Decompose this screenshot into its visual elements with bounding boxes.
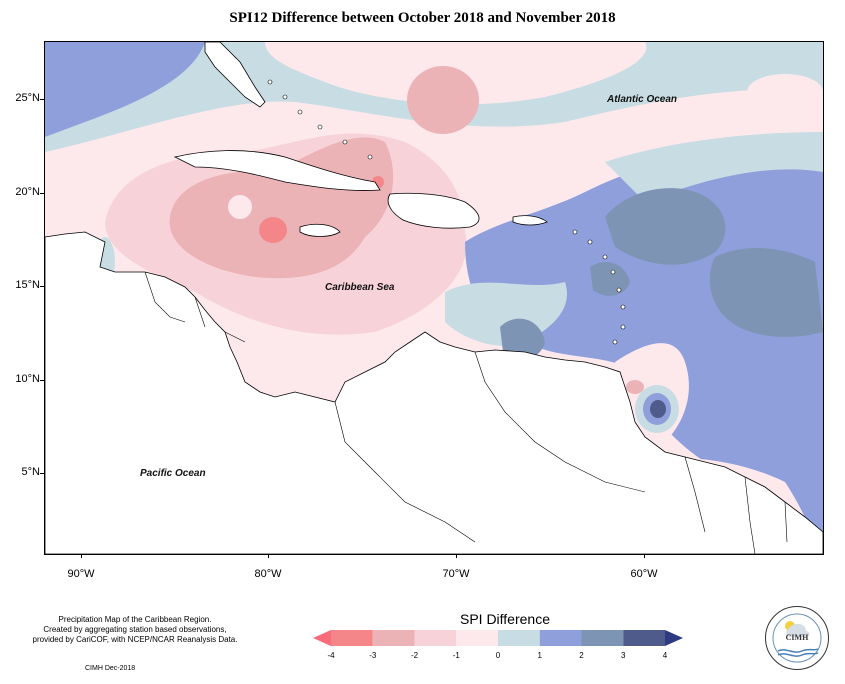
nw-blue-region [45, 42, 205, 137]
cuba [173, 150, 381, 191]
island-8 [612, 339, 618, 345]
legend-swatch [456, 630, 498, 646]
legend-tick-label: -1 [452, 651, 460, 660]
island-5 [616, 287, 622, 293]
map-title: SPI12 Difference between October 2018 an… [229, 10, 616, 26]
legend-tick-label: -4 [327, 651, 335, 660]
legend-title: SPI Difference [459, 611, 550, 627]
north-red-blob [407, 66, 479, 134]
mainland [45, 231, 823, 554]
legend-swatch [414, 630, 457, 646]
lon-tick-mark [81, 554, 82, 558]
jamaica [299, 223, 341, 237]
lon-tick-80: 80°W [254, 568, 282, 580]
slate-patch-2 [709, 247, 823, 337]
bahamas-2 [282, 94, 288, 100]
island-2 [587, 239, 593, 245]
lat-tick-5: 5°N [21, 466, 40, 478]
legend-swatch [498, 630, 540, 646]
lat-tick-mark [40, 380, 44, 381]
footer-line-3: provided by CariCOF, with NCEP/NCAR Rean… [32, 635, 238, 644]
logo-text: CIMH [785, 633, 809, 642]
footer-description: Precipitation Map of the Caribbean Regio… [10, 615, 260, 645]
fringe-blue-2 [605, 132, 823, 202]
legend-tick-label: 0 [495, 651, 501, 660]
label-pacific: Pacific Ocean [140, 468, 206, 479]
lon-tick-90: 90°W [67, 568, 95, 580]
lat-tick-mark [40, 99, 44, 100]
lat-tick-20: 20°N [15, 186, 40, 198]
florida [204, 42, 266, 108]
legend-swatch [331, 630, 373, 646]
lon-tick-mark [456, 554, 457, 558]
island-1 [572, 229, 578, 235]
footer-line-1: Precipitation Map of the Caribbean Regio… [58, 615, 212, 624]
footer-credit: CIMH Dec-2018 [85, 665, 136, 672]
hispaniola [387, 192, 480, 229]
legend-tick-label: 4 [662, 651, 668, 660]
legend-tick-label: -2 [410, 651, 419, 660]
lat-tick-mark [40, 473, 44, 474]
legend-tick-label: 2 [579, 651, 584, 660]
cimh-logo: CIMH [765, 606, 829, 670]
legend-swatch [372, 630, 415, 646]
legend-max-arrow [665, 630, 683, 646]
bahamas-5 [342, 139, 348, 145]
guiana-dark-core [650, 400, 666, 418]
island-6 [620, 304, 626, 310]
bahamas-6 [367, 154, 373, 160]
white-spot [228, 195, 252, 219]
lat-tick-mark [40, 193, 44, 194]
spi-map: Atlantic Ocean Caribbean Sea Pacific Oce… [44, 41, 824, 555]
guiana-salmon-spot [626, 380, 644, 394]
lon-tick-mark [268, 554, 269, 558]
atlantic-blue-region [465, 137, 823, 554]
puerto-rico [512, 215, 548, 226]
legend-tick-label: 3 [621, 651, 626, 660]
lat-tick-15: 15°N [15, 279, 40, 291]
central-salmon-core [169, 137, 394, 279]
logo-emblem [772, 613, 822, 663]
slate-patch-3 [590, 262, 630, 296]
lat-tick-25: 25°N [15, 92, 40, 104]
footer-line-2: Created by aggregating station based obs… [43, 625, 227, 634]
ne-pink-blob [747, 74, 823, 110]
red-spot-west [259, 217, 287, 243]
legend-swatch [581, 630, 624, 646]
legend-tick-label: 1 [537, 651, 542, 660]
lat-tick-10: 10°N [15, 373, 40, 385]
island-3 [602, 254, 608, 260]
slate-patch-4 [500, 318, 545, 360]
island-7 [620, 324, 626, 330]
bahamas-4 [317, 124, 323, 130]
lon-tick-60: 60°W [630, 568, 658, 580]
lon-tick-mark [644, 554, 645, 558]
label-caribbean: Caribbean Sea [325, 282, 395, 293]
legend-min-arrow [313, 630, 331, 646]
label-atlantic: Atlantic Ocean [607, 94, 678, 105]
lon-tick-70: 70°W [442, 568, 470, 580]
legend-swatch [623, 630, 665, 646]
bahamas-1 [267, 79, 273, 85]
bahamas-3 [297, 109, 303, 115]
legend-swatch [539, 630, 582, 646]
lat-tick-mark [40, 286, 44, 287]
island-4 [610, 269, 616, 275]
legend-tick-label: -3 [369, 651, 377, 660]
country-borders [144, 271, 788, 554]
map-canvas [45, 42, 823, 554]
slate-patch-1 [605, 188, 726, 265]
legend-svg [313, 630, 683, 646]
legend-colorbar [313, 628, 683, 648]
